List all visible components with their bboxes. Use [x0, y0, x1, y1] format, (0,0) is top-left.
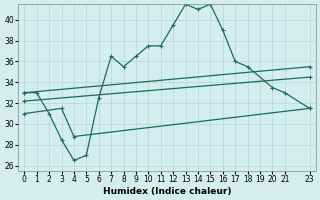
X-axis label: Humidex (Indice chaleur): Humidex (Indice chaleur) [103, 187, 231, 196]
